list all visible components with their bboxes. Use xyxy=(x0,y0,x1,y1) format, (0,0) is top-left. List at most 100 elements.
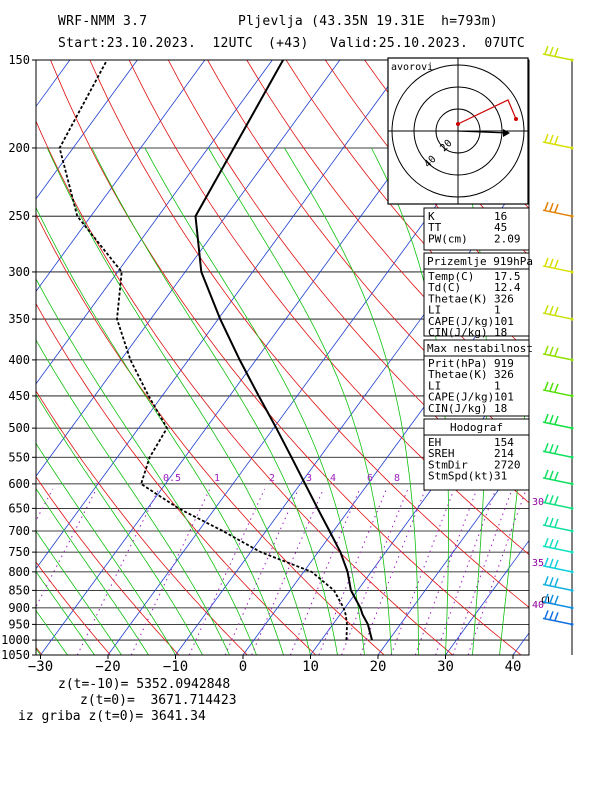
moist-adiabat-line xyxy=(499,358,529,655)
mixing-ratio-line xyxy=(224,488,299,655)
dry-adiabat-line xyxy=(36,120,453,655)
mixing-ratio-label: 3 xyxy=(306,473,312,484)
dry-adiabat-line xyxy=(50,60,522,655)
info-row-label: Temp(C) xyxy=(428,270,474,283)
pressure-tick-label: 400 xyxy=(8,353,30,367)
info-row-value: 919 xyxy=(494,357,514,370)
isotherm-line xyxy=(175,170,529,655)
dry-adiabat-line xyxy=(246,60,529,403)
mixing-ratio-line xyxy=(341,488,409,655)
pressure-tick-label: 200 xyxy=(8,141,30,155)
isotherm-line xyxy=(377,447,529,655)
level-label: 35 xyxy=(532,558,544,569)
info-row-label: LI xyxy=(428,379,441,392)
model-name: WRF-NMM 3.7 xyxy=(58,14,148,29)
pressure-tick-label: 850 xyxy=(8,583,30,597)
wind-barb xyxy=(542,610,574,626)
wind-barb xyxy=(542,557,574,574)
pressure-tick-label: 800 xyxy=(8,565,30,579)
info-row-label: TT xyxy=(428,221,442,234)
wind-barb xyxy=(542,593,574,610)
temperature-tick-label: −10 xyxy=(163,659,188,675)
dry-adiabat-line xyxy=(36,302,317,655)
mixing-ratio-label: 0.5 xyxy=(163,473,181,484)
pressure-tick-label: 500 xyxy=(8,421,30,435)
pressure-tick-label: 350 xyxy=(8,312,30,326)
pressure-tick-label: 750 xyxy=(8,545,30,559)
location-title: Pljevlja (43.35N 19.31E h=793m) xyxy=(238,14,499,29)
info-row-value: 12.4 xyxy=(494,281,521,294)
temperature-tick-label: 40 xyxy=(505,659,522,675)
pressure-tick-label: 450 xyxy=(8,389,30,403)
temperature-profile-line xyxy=(194,60,373,641)
mixing-ratio-label: 6 xyxy=(367,473,373,484)
wind-barb xyxy=(542,537,574,554)
isotherm-line xyxy=(36,60,341,477)
info-row-value: 214 xyxy=(494,447,514,460)
wind-barb xyxy=(542,381,574,398)
dry-adiabat-line xyxy=(89,60,529,608)
wind-barb xyxy=(542,345,574,362)
pressure-tick-label: 150 xyxy=(8,53,30,67)
info-row-value: 101 xyxy=(494,391,514,404)
temperature-tick-label: −20 xyxy=(95,659,120,675)
hodograf-box: Hodograf EH 154 SREH 214 StmDir 2720StmSpd(kt)… xyxy=(423,418,530,491)
temperature-tick-label: 30 xyxy=(437,659,454,675)
info-row-value: 326 xyxy=(494,368,514,381)
isotherm-line xyxy=(36,60,206,292)
moist-adiabat-line xyxy=(36,393,203,655)
mixing-ratio-label: 2 xyxy=(269,473,275,484)
isotherm-line xyxy=(445,539,529,655)
dry-adiabat-line xyxy=(36,561,111,655)
temperature-tick-label: −30 xyxy=(28,659,53,675)
mixing-ratio-line xyxy=(318,488,388,655)
moist-adiabat-line xyxy=(36,206,284,655)
dry-adiabat-line xyxy=(36,390,248,655)
info-row-label: Td(C) xyxy=(428,281,461,294)
info-row-value: 326 xyxy=(494,292,514,305)
info-row-label: CAPE(J/kg) xyxy=(428,391,494,404)
hodograph-trace xyxy=(457,99,517,125)
dry-adiabat-line xyxy=(561,60,600,655)
info-row-label: StmDir xyxy=(428,458,468,471)
pressure-tick-label: 950 xyxy=(8,617,30,631)
pressure-tick-label: 550 xyxy=(8,450,30,464)
dewpoint-profile-line xyxy=(58,60,348,641)
temperature-tick-label: 20 xyxy=(370,659,387,675)
info-row-value: 16 xyxy=(494,210,507,223)
mixing-ratio-line xyxy=(360,488,427,655)
wind-barb xyxy=(542,494,574,510)
moist-adiabat-line xyxy=(208,147,392,655)
level-label: 40 xyxy=(532,600,544,611)
forecast-lead: (+43) xyxy=(268,36,309,51)
info-row-value: 154 xyxy=(494,436,514,449)
info-row-label: EH xyxy=(428,436,441,449)
moist-adiabat-line xyxy=(36,487,149,655)
info-row-value: 1 xyxy=(494,304,501,317)
info-row-label: Thetae(K) xyxy=(428,368,488,381)
info-row-value: 18 xyxy=(494,402,507,415)
isotherm-line xyxy=(36,60,408,570)
dry-adiabat-line xyxy=(36,213,385,655)
mixing-ratio-line xyxy=(435,488,497,655)
info-row-label: K xyxy=(428,210,435,223)
temperature-tick-label: 10 xyxy=(302,659,319,675)
storm-motion-arrow xyxy=(457,130,509,134)
valid-time: Valid:25.10.2023. 07UTC xyxy=(330,36,526,51)
background-lines xyxy=(0,60,600,655)
wind-barb xyxy=(542,443,574,459)
info-box-title: Prizemlje 919hPa xyxy=(427,255,533,268)
info-row-value: 101 xyxy=(494,315,514,328)
moist-adiabat-line xyxy=(36,570,95,655)
pressure-tick-label: 1050 xyxy=(1,648,30,662)
wind-barb xyxy=(542,469,574,486)
info-row-value: 1 xyxy=(494,379,501,392)
pressure-tick-label: 650 xyxy=(8,501,30,515)
height-t0: z(t=0)= 3671.714423 xyxy=(80,693,237,708)
isotherm-line xyxy=(36,60,273,385)
mixing-ratio-line xyxy=(452,488,513,655)
isotherm-line xyxy=(0,60,2,655)
indices-box: K 16 TT 45 PW(cm) 2.09 xyxy=(423,207,530,251)
